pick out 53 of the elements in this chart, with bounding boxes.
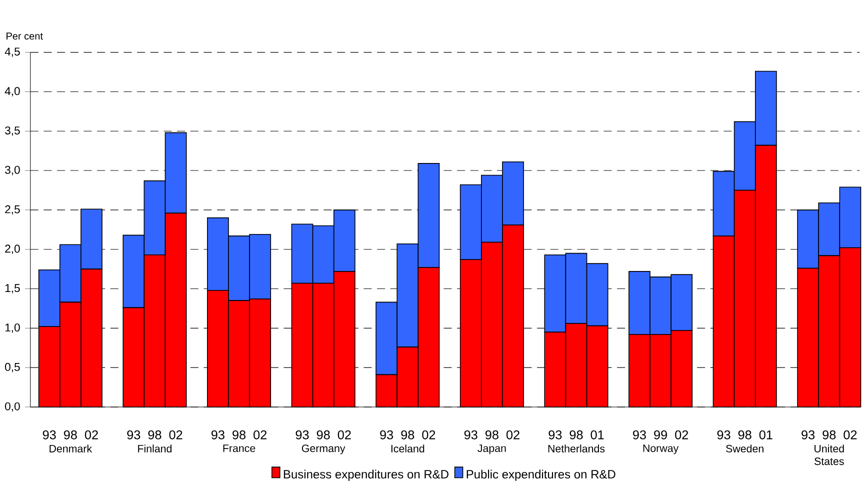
x-tick-label: 93 (42, 430, 56, 440)
x-tick-label: 98 (738, 430, 752, 440)
x-tick-label: 02 (84, 430, 98, 440)
x-tick-label: 98 (232, 430, 246, 440)
x-tick-label: 02 (675, 430, 688, 440)
text: Denmark (50, 444, 92, 452)
x-tick-label: 02 (422, 430, 436, 440)
x-tick-label: 98 (570, 430, 583, 440)
x-tick-label: 01 (759, 430, 772, 440)
x-tick-label: 02 (169, 430, 182, 440)
x-tick-label: 02 (506, 430, 520, 440)
text: Iceland (391, 444, 424, 452)
x-tick-label: 98 (316, 430, 330, 440)
y-tick-label: 0,5 (5, 362, 20, 372)
x-tick-label: 98 (822, 430, 836, 440)
x-tick-label: 93 (633, 430, 646, 440)
text: France (223, 444, 256, 452)
x-tick-label: 93 (296, 430, 309, 440)
y-tick-label: 3,5 (5, 126, 20, 136)
x-tick-label: 98 (64, 430, 77, 440)
y-tick-label: 4,5 (4, 48, 20, 57)
x-tick-label: 01 (590, 430, 604, 440)
text: United States (814, 444, 844, 466)
x-tick-label: 93 (211, 430, 224, 440)
y-tick-label: 2,5 (5, 205, 20, 215)
y-tick-label: 3,0 (5, 166, 20, 176)
x-tick-label: 98 (485, 430, 498, 440)
x-tick-label: 93 (802, 430, 815, 440)
x-tick-label: 93 (380, 430, 394, 440)
x-tick-label: 93 (717, 430, 730, 440)
x-tick-label: 02 (338, 430, 351, 440)
x-tick-label: 93 (127, 430, 140, 440)
x-tick-label: 93 (548, 430, 562, 440)
text: Norway (643, 444, 679, 454)
text: Germany (302, 444, 346, 454)
legend-label: Public expenditures on R&D (466, 470, 616, 481)
x-tick-label: 02 (254, 430, 267, 440)
x-tick-label: 99 (654, 430, 667, 440)
y-tick-label: 4,0 (4, 87, 20, 96)
legend-label: Business expenditures on R&D (284, 470, 448, 481)
x-tick-label: 02 (844, 430, 857, 440)
x-tick-label: 98 (401, 430, 414, 440)
y-tick-label: 1,5 (5, 284, 20, 294)
text: Sweden (726, 444, 764, 452)
y-tick-label: 1,0 (5, 324, 20, 333)
x-tick-label: 98 (148, 430, 162, 440)
y-tick-label: 2,0 (5, 244, 20, 254)
y-tick-label: 0,0 (5, 402, 20, 412)
x-tick-label: 93 (464, 430, 478, 440)
text: Finland (138, 444, 172, 452)
y-axis-title: Per cent (6, 32, 43, 40)
text: Japan (478, 444, 506, 454)
text: Netherlands (548, 444, 605, 452)
